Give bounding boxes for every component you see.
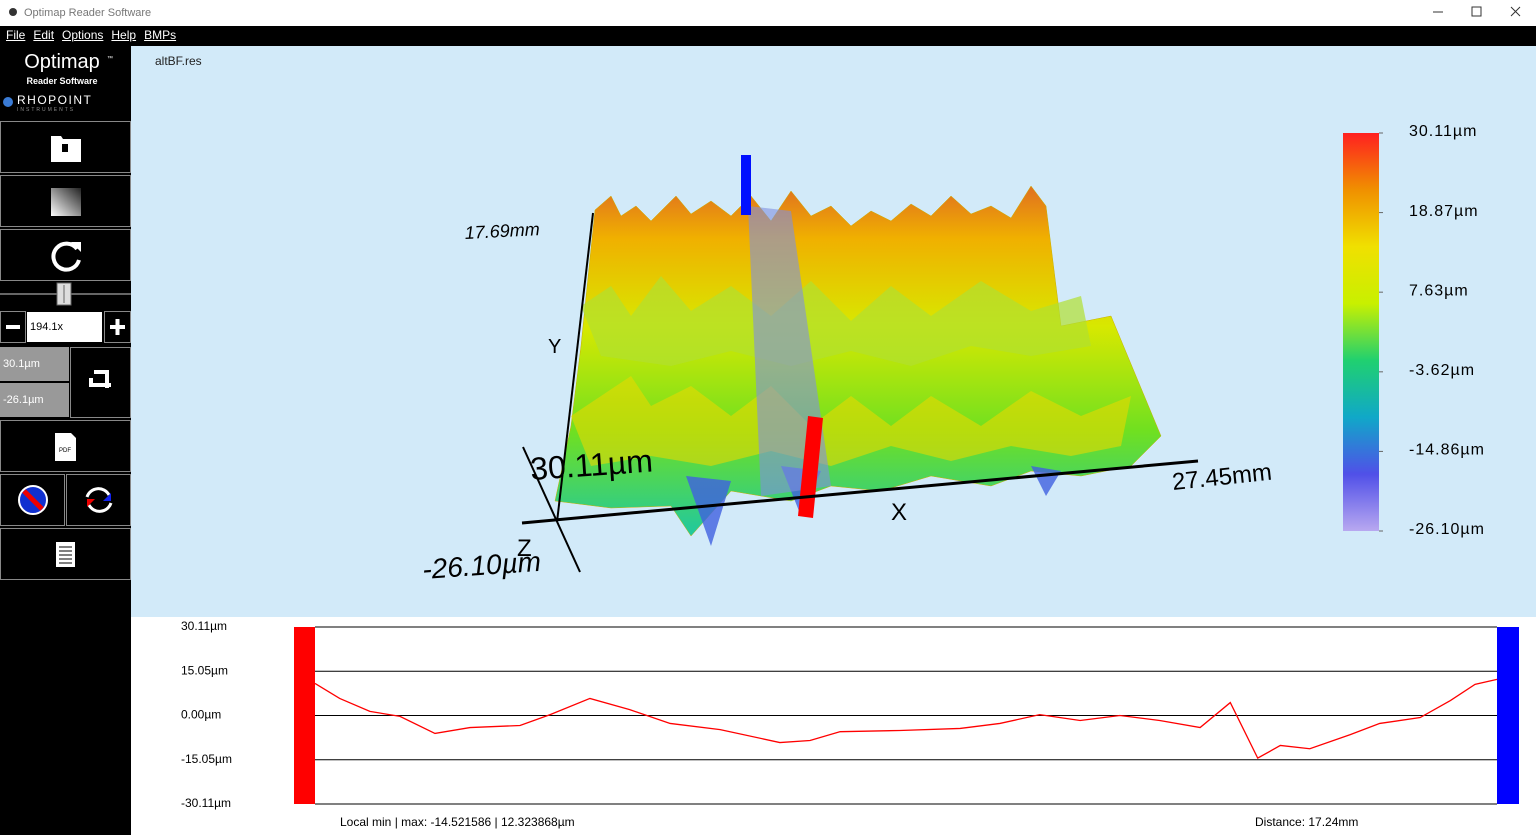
logo-tm: ™ — [107, 55, 113, 62]
start-marker — [294, 627, 315, 804]
swap-button[interactable] — [66, 474, 131, 526]
logo-mark — [3, 97, 13, 107]
icon — [89, 370, 111, 388]
shading-button[interactable] — [0, 175, 131, 227]
z-max-label: 30.11µm — [529, 443, 654, 487]
file-name: altBF.res — [155, 54, 202, 68]
colorbar-label: 30.11µm — [1409, 123, 1477, 140]
logo-brand: RHOPOINT — [17, 93, 92, 107]
open-file-button[interactable] — [0, 121, 131, 173]
y-axis-label: Y — [548, 336, 561, 358]
mark-button[interactable] — [0, 474, 65, 526]
colorbar-label: 7.63µm — [1409, 282, 1469, 299]
pdf-label: PDF — [59, 448, 71, 454]
colorbar-scale — [1343, 133, 1379, 531]
icon — [110, 319, 125, 335]
y-extent-label: 17.69mm — [464, 219, 540, 243]
logo-brand-sub: INSTRUMENTS — [17, 107, 75, 113]
icon — [85, 487, 113, 513]
colorbar-label: -3.62µm — [1409, 362, 1475, 379]
icon: PDF — [55, 433, 76, 461]
colorbar: 30.11µm 18.87µm 7.63µm -3.62µm -14.86µm -26.1… — [1343, 123, 1485, 538]
menu-item[interactable]: File — [6, 28, 26, 42]
local-min-max: Local min | max: -14.521586 | 12.323868µ… — [340, 815, 575, 829]
icon — [6, 325, 20, 329]
title-bar-graphics: Optimap Reader Software — [9, 6, 1521, 19]
menu-bar: File Edit Options Help BMPs — [0, 26, 1536, 46]
logo-name: Optimap — [24, 51, 100, 73]
x-axis-label: X — [891, 499, 907, 526]
slider[interactable] — [0, 282, 131, 306]
distance: Distance: 17.24mm — [1255, 815, 1358, 829]
max-field[interactable]: 30.1µm — [0, 347, 69, 381]
axes-3d — [521, 212, 1199, 573]
crop-button[interactable] — [70, 347, 131, 418]
logo: Optimap ™ Reader Software RHOPOINT INSTR… — [3, 51, 113, 113]
y-tick-label: -30.11µm — [181, 796, 231, 810]
y-tick-label: -15.05µm — [181, 752, 232, 766]
icon — [51, 136, 81, 162]
z-axis-label: Z — [517, 535, 532, 562]
colorbar-label: 18.87µm — [1409, 203, 1479, 220]
y-tick-label: 30.11µm — [181, 619, 227, 633]
icon — [56, 542, 75, 567]
zoom-in-button[interactable] — [104, 311, 131, 343]
surface-viewer[interactable]: altBF.res 17.69mm Y 30.11µm X 27.45mm Z … — [131, 46, 1536, 617]
profile-line — [314, 678, 1498, 760]
zoom-field[interactable]: 194.1x — [27, 312, 102, 342]
menu-item[interactable]: Help — [111, 28, 137, 42]
close-button[interactable] — [1510, 6, 1521, 17]
profile-chart: Local min | max: -14.521586 | 12.323868µ… — [131, 617, 1536, 835]
colorbar-label: -26.10µm — [1409, 521, 1485, 538]
min-field[interactable]: -26.1µm — [0, 383, 69, 417]
app-icon — [9, 8, 17, 16]
menu-item[interactable]: Edit — [33, 28, 55, 42]
icon — [18, 485, 48, 515]
y-tick-label: 15.05µm — [181, 663, 228, 677]
maximize-button[interactable] — [1471, 6, 1482, 17]
colorbar-label: -14.86µm — [1409, 442, 1485, 459]
sidebar: Optimap ™ Reader Software RHOPOINT INSTR… — [0, 46, 131, 835]
icon — [51, 188, 81, 216]
profile-background — [131, 617, 1536, 835]
surface-render — [554, 155, 1162, 546]
y-tick-label: 0.00µm — [181, 708, 221, 722]
logo-subtitle: Reader Software — [26, 76, 97, 86]
zoom-out-button[interactable] — [0, 311, 26, 343]
menu-item[interactable]: BMPs — [144, 28, 177, 42]
title-bar: Optimap Reader Software — [0, 0, 1536, 26]
end-marker — [1497, 627, 1519, 804]
icon — [51, 241, 81, 272]
menu-item[interactable]: Options — [62, 28, 104, 42]
report-button[interactable] — [0, 528, 131, 580]
reset-view-button[interactable] — [0, 229, 131, 281]
window-title: Optimap Reader Software — [24, 7, 151, 19]
pdf-button[interactable]: PDF — [0, 420, 131, 472]
